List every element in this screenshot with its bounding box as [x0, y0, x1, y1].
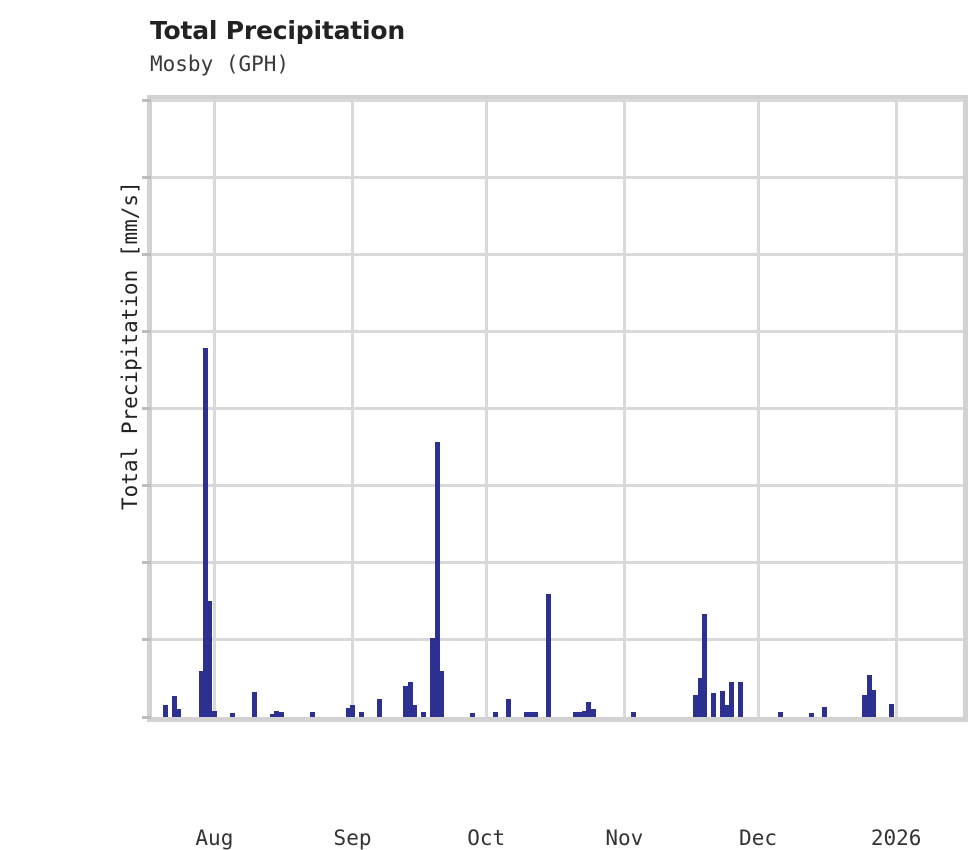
bar	[577, 711, 583, 717]
bar	[162, 704, 168, 717]
gridline-vertical	[894, 100, 898, 717]
bar	[345, 707, 351, 717]
precipitation-chart-figure: Total Precipitation Mosby (GPH) Total Pr…	[118, 16, 968, 850]
bar	[421, 712, 427, 717]
y-tick-mark	[142, 638, 151, 642]
bar	[693, 694, 699, 717]
bar	[176, 708, 182, 717]
y-tick-mark	[142, 561, 151, 565]
y-axis-label: Total Precipitation [mm/s]	[118, 181, 142, 510]
gridline-vertical	[351, 100, 355, 717]
x-tick-label: 2026	[870, 826, 922, 850]
bar	[251, 692, 257, 717]
bar	[590, 709, 596, 717]
y-tick-mark	[142, 98, 151, 102]
gridline-vertical	[756, 100, 760, 717]
gridline-horizontal	[152, 561, 963, 565]
bar	[211, 710, 217, 717]
chart-title: Total Precipitation	[150, 16, 405, 45]
bar	[407, 682, 413, 717]
bar	[581, 710, 587, 717]
x-tick-label: Nov	[605, 826, 644, 850]
bar	[728, 682, 734, 717]
gridline-horizontal	[152, 252, 963, 256]
bar	[229, 713, 235, 717]
bar	[274, 710, 280, 717]
gridline-horizontal	[152, 329, 963, 333]
bar	[403, 686, 409, 717]
bar	[724, 705, 730, 717]
bar	[309, 711, 315, 717]
bar	[470, 713, 476, 717]
bar	[439, 670, 445, 717]
y-tick-mark	[142, 407, 151, 410]
bar	[198, 670, 204, 717]
y-tick-mark	[142, 329, 151, 333]
x-tick-label: Oct	[467, 826, 506, 850]
bar	[697, 678, 703, 717]
chart-subtitle: Mosby (GPH)	[150, 52, 290, 76]
bar	[171, 695, 177, 717]
bar	[777, 712, 783, 717]
bar-series	[152, 100, 963, 717]
bar	[278, 712, 284, 717]
gridline-horizontal	[152, 98, 963, 102]
bar	[532, 712, 538, 717]
bar	[202, 348, 208, 717]
gridline-horizontal	[152, 175, 963, 179]
bar	[586, 701, 592, 717]
gridline-vertical	[622, 100, 626, 717]
bar	[630, 712, 636, 717]
plot-frame-top	[152, 95, 963, 100]
bar	[889, 703, 895, 717]
y-tick-mark	[142, 175, 151, 179]
bar	[434, 442, 440, 717]
bar	[822, 706, 828, 717]
gridline-horizontal	[152, 638, 963, 642]
y-tick-mark	[142, 252, 151, 256]
bar	[871, 690, 877, 717]
bar	[702, 614, 708, 717]
gridline-vertical	[212, 100, 216, 717]
bar	[866, 674, 872, 717]
x-tick-label: Aug	[195, 826, 234, 850]
x-tick-label: Dec	[739, 826, 777, 850]
gridline-horizontal	[152, 407, 963, 410]
bar	[412, 705, 418, 717]
plot-frame-right	[963, 95, 968, 722]
bar	[737, 681, 743, 717]
x-tick-label: Sep	[333, 826, 372, 850]
gridline-vertical	[484, 100, 488, 717]
bar	[523, 712, 529, 717]
bar	[430, 637, 436, 717]
bar	[492, 711, 498, 717]
bar	[528, 711, 534, 717]
bar	[719, 690, 725, 717]
bar	[546, 593, 552, 717]
bar	[710, 693, 716, 717]
gridline-horizontal	[152, 484, 963, 488]
y-tick-mark	[142, 484, 151, 488]
bar	[505, 699, 511, 717]
plot-frame-bottom	[152, 717, 963, 722]
bar	[376, 699, 382, 717]
bar	[572, 712, 578, 717]
bar	[358, 711, 364, 717]
y-tick-mark	[142, 715, 151, 719]
bar	[808, 713, 814, 717]
bar	[207, 601, 213, 717]
bar	[269, 713, 275, 717]
bar	[862, 694, 868, 717]
plot-area: Total Precipitation [mm/s] 0.0000.0020.0…	[118, 95, 968, 850]
bar	[350, 705, 356, 717]
